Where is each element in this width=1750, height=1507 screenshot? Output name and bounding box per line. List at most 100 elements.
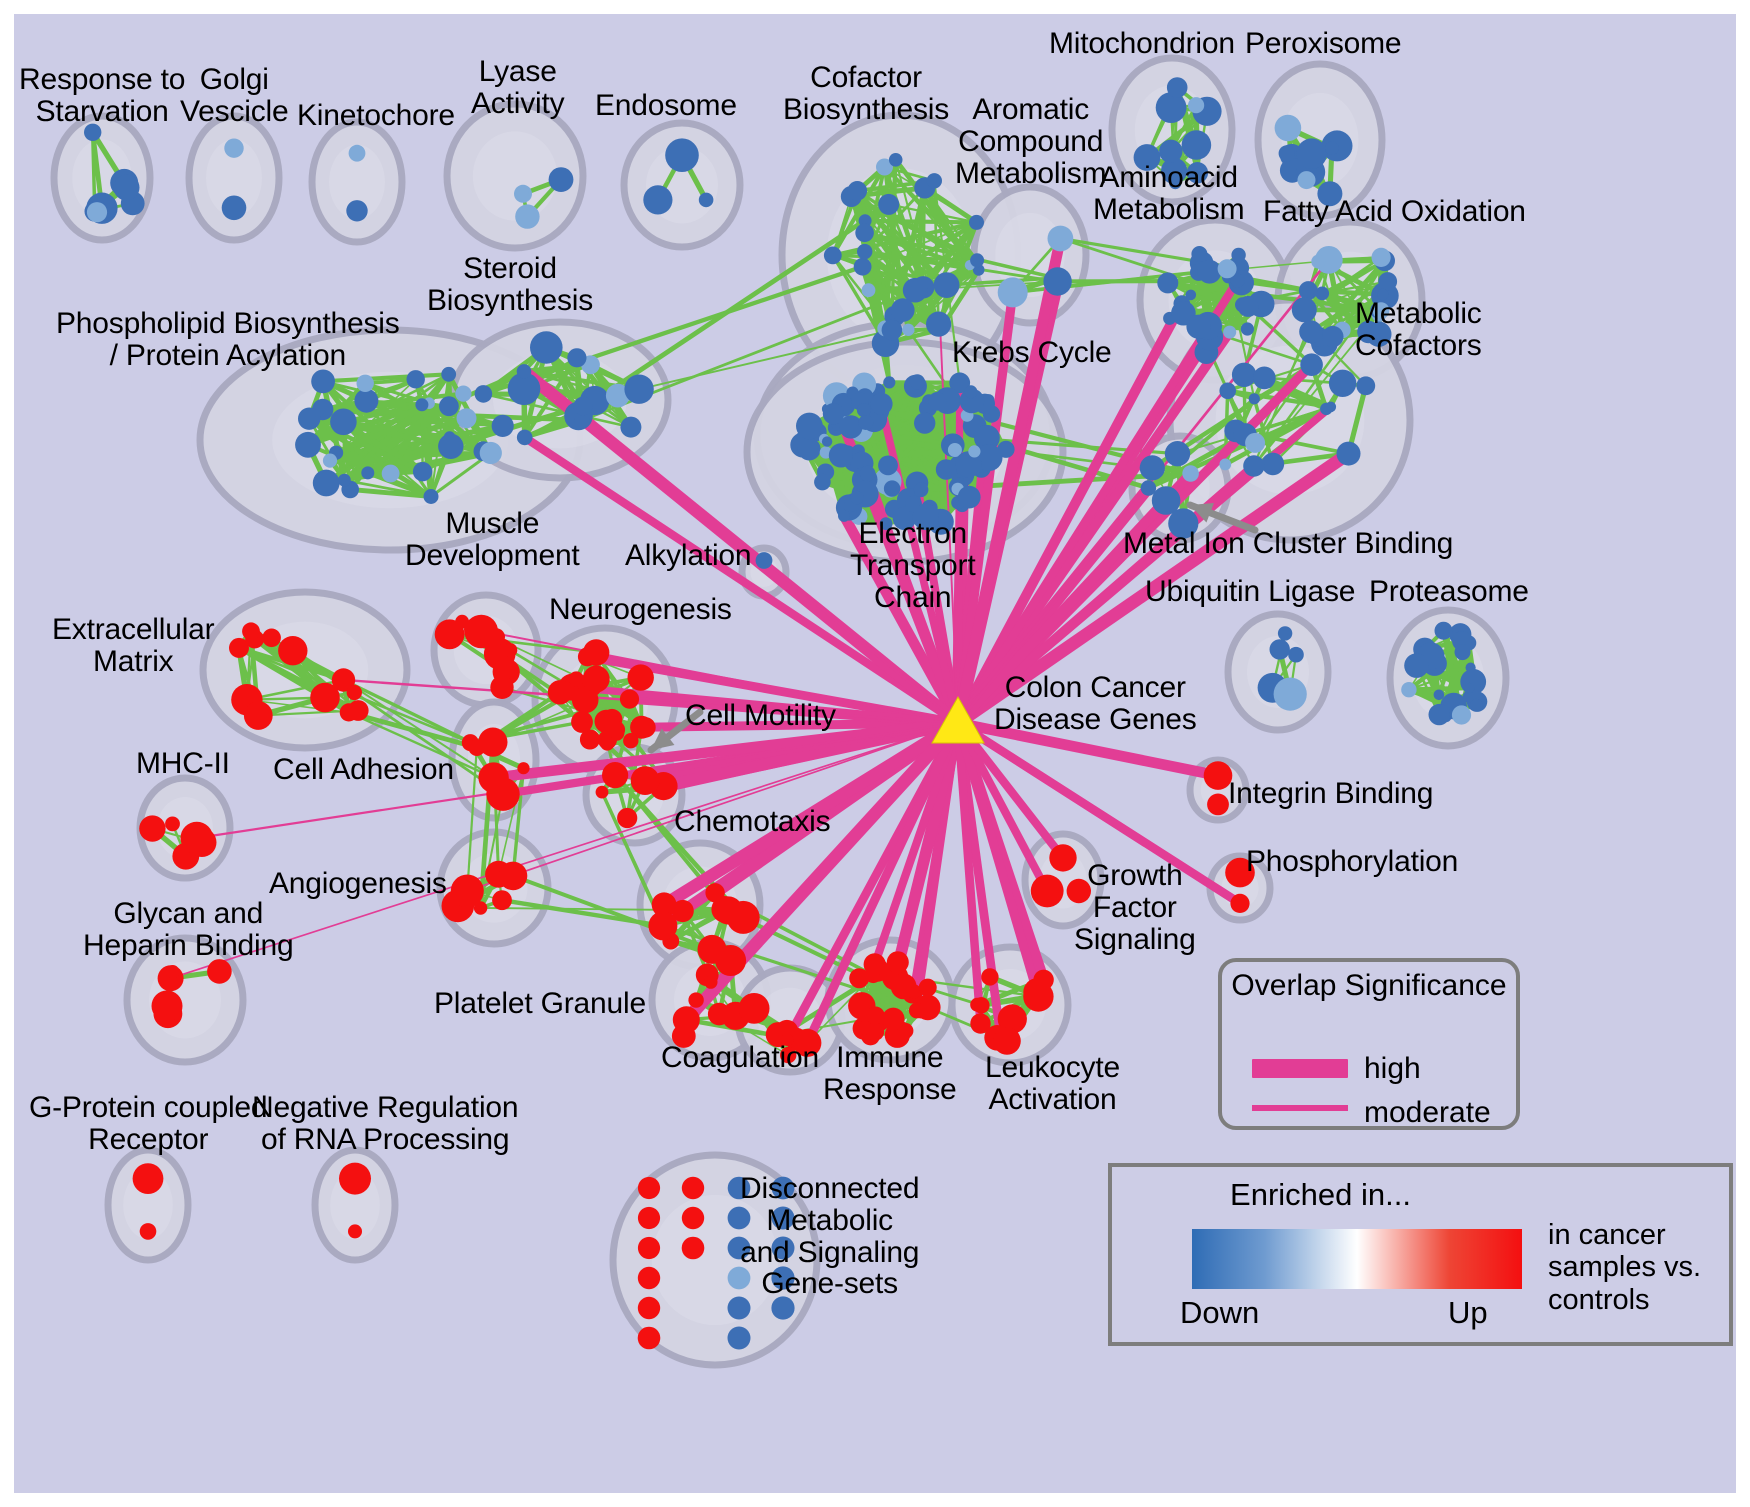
gene-set-node[interactable]: [630, 715, 654, 739]
gene-set-node[interactable]: [902, 277, 928, 303]
gene-set-node[interactable]: [1185, 289, 1197, 301]
gene-set-node[interactable]: [1225, 857, 1255, 888]
gene-set-node[interactable]: [973, 997, 990, 1014]
gene-set-node[interactable]: [1207, 793, 1229, 816]
gene-set-node[interactable]: [935, 459, 957, 480]
gene-set-node[interactable]: [643, 185, 673, 215]
gene-set-node[interactable]: [1049, 844, 1077, 872]
gene-set-node[interactable]: [617, 807, 638, 829]
gene-set-node[interactable]: [207, 959, 232, 984]
gene-set-node[interactable]: [796, 412, 823, 440]
gene-set-node[interactable]: [456, 408, 477, 429]
gene-set-node[interactable]: [1296, 138, 1327, 169]
gene-set-node[interactable]: [438, 433, 464, 459]
gene-set-node[interactable]: [1371, 247, 1391, 267]
gene-set-node[interactable]: [312, 469, 340, 497]
gene-set-node[interactable]: [630, 766, 660, 795]
gene-set-node[interactable]: [412, 462, 433, 482]
gene-set-node[interactable]: [797, 437, 821, 461]
gene-set-node[interactable]: [1404, 653, 1429, 678]
gene-set-node[interactable]: [1240, 322, 1254, 336]
gene-set-node[interactable]: [516, 186, 529, 199]
gene-set-node[interactable]: [346, 684, 362, 701]
gene-set-node[interactable]: [1378, 272, 1398, 291]
gene-set-node[interactable]: [886, 482, 897, 493]
gene-set-node[interactable]: [1291, 297, 1317, 323]
gene-set-node[interactable]: [1464, 682, 1475, 693]
gene-set-node[interactable]: [1401, 682, 1417, 698]
gene-set-node[interactable]: [771, 1206, 795, 1230]
gene-set-node[interactable]: [913, 482, 929, 498]
gene-set-node[interactable]: [1366, 321, 1392, 347]
gene-set-node[interactable]: [928, 392, 947, 411]
gene-set-node[interactable]: [571, 686, 599, 714]
gene-set-node[interactable]: [278, 636, 308, 666]
gene-set-node[interactable]: [876, 158, 893, 176]
gene-set-node[interactable]: [727, 1176, 751, 1200]
gene-set-node[interactable]: [1230, 893, 1250, 914]
gene-set-node[interactable]: [1223, 325, 1237, 339]
gene-set-node[interactable]: [595, 785, 609, 799]
gene-set-node[interactable]: [659, 777, 678, 797]
gene-set-node[interactable]: [516, 429, 533, 446]
gene-set-node[interactable]: [969, 214, 984, 230]
gene-set-node[interactable]: [878, 455, 898, 476]
gene-set-node[interactable]: [1133, 144, 1161, 171]
gene-set-node[interactable]: [1300, 353, 1323, 377]
gene-set-node[interactable]: [1237, 295, 1259, 317]
gene-set-node[interactable]: [997, 277, 1028, 308]
gene-set-node[interactable]: [507, 372, 541, 406]
gene-set-node[interactable]: [855, 223, 874, 243]
gene-set-node[interactable]: [1248, 393, 1260, 405]
gene-set-node[interactable]: [771, 1236, 795, 1260]
gene-set-node[interactable]: [886, 951, 909, 974]
gene-set-node[interactable]: [879, 517, 893, 531]
gene-set-node[interactable]: [1219, 458, 1232, 471]
gene-set-node[interactable]: [311, 369, 335, 394]
gene-set-node[interactable]: [1231, 247, 1246, 263]
gene-set-node[interactable]: [1186, 162, 1209, 184]
gene-set-node[interactable]: [926, 311, 952, 337]
gene-set-node[interactable]: [970, 253, 985, 268]
gene-set-node[interactable]: [1245, 432, 1266, 453]
gene-set-node[interactable]: [838, 509, 850, 522]
gene-set-node[interactable]: [781, 1033, 794, 1046]
gene-set-node[interactable]: [139, 1223, 157, 1240]
gene-set-node[interactable]: [627, 664, 654, 691]
gene-set-node[interactable]: [672, 1006, 700, 1034]
gene-set-node[interactable]: [515, 204, 540, 229]
gene-set-node[interactable]: [711, 896, 738, 923]
gene-set-node[interactable]: [607, 720, 626, 739]
gene-set-node[interactable]: [997, 1004, 1027, 1034]
gene-set-node[interactable]: [568, 671, 584, 687]
gene-set-node[interactable]: [1182, 465, 1199, 482]
gene-set-node[interactable]: [330, 408, 357, 436]
gene-set-node[interactable]: [132, 1163, 164, 1194]
gene-set-node[interactable]: [715, 945, 747, 976]
gene-set-node[interactable]: [478, 762, 509, 793]
gene-set-node[interactable]: [908, 1002, 925, 1019]
gene-set-node[interactable]: [771, 1266, 795, 1290]
gene-set-node[interactable]: [354, 388, 379, 413]
gene-set-node[interactable]: [573, 396, 593, 416]
gene-set-node[interactable]: [1299, 320, 1323, 344]
gene-set-node[interactable]: [579, 729, 600, 750]
gene-set-node[interactable]: [912, 503, 939, 531]
gene-set-node[interactable]: [681, 1236, 705, 1260]
gene-set-node[interactable]: [727, 1296, 751, 1320]
gene-set-node[interactable]: [623, 733, 639, 749]
gene-set-node[interactable]: [530, 331, 563, 364]
gene-set-node[interactable]: [861, 283, 876, 298]
gene-set-node[interactable]: [850, 490, 864, 505]
gene-set-node[interactable]: [151, 990, 183, 1022]
gene-set-node[interactable]: [823, 246, 842, 265]
gene-set-node[interactable]: [605, 383, 630, 408]
gene-set-node[interactable]: [637, 1176, 661, 1200]
gene-set-node[interactable]: [888, 153, 903, 167]
gene-set-node[interactable]: [1328, 369, 1357, 397]
gene-set-node[interactable]: [1322, 325, 1344, 348]
gene-set-node[interactable]: [1186, 314, 1211, 339]
gene-set-node[interactable]: [1277, 626, 1293, 641]
gene-set-node[interactable]: [620, 416, 642, 438]
gene-set-node[interactable]: [1030, 874, 1064, 908]
